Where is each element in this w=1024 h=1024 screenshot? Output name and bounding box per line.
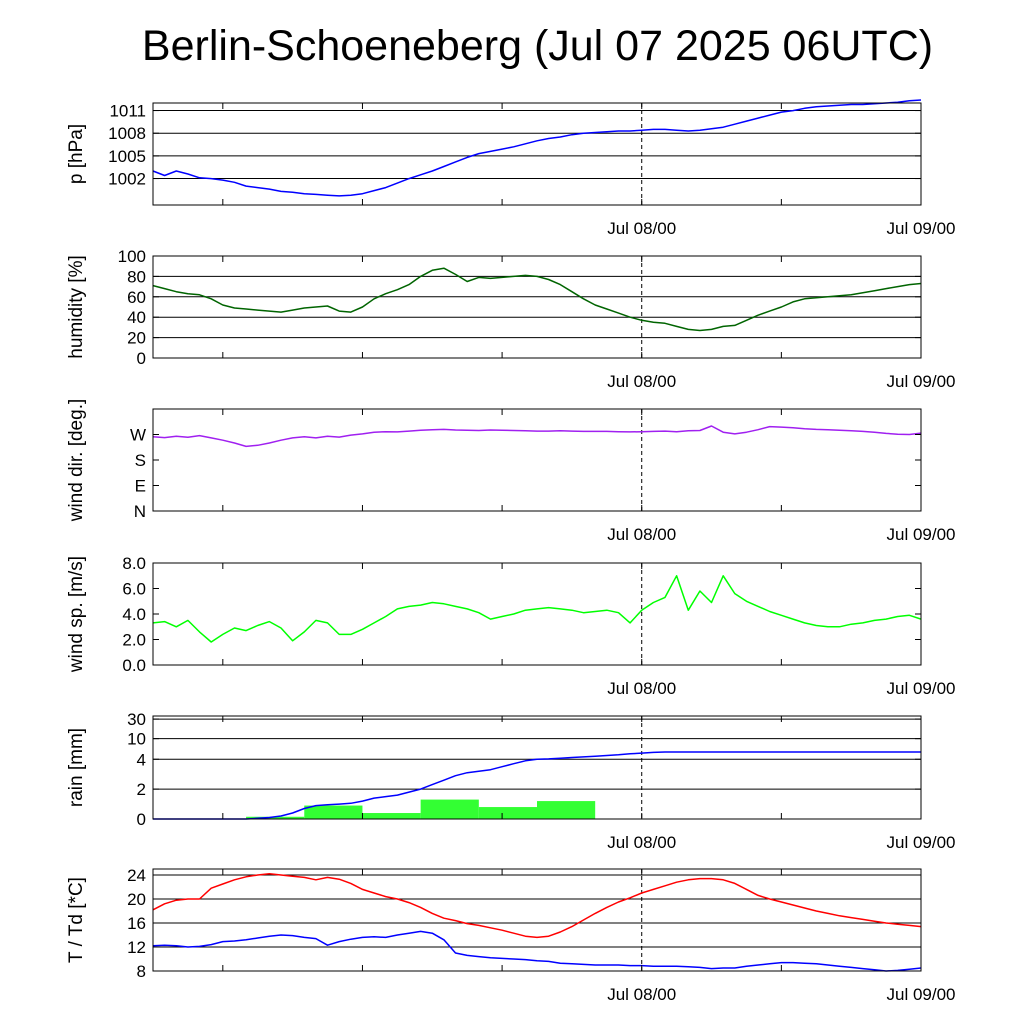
plot-frame xyxy=(152,868,922,972)
plot-frame xyxy=(152,408,922,512)
plot-frame xyxy=(152,715,922,820)
rain-bar xyxy=(304,805,363,819)
temperature-line xyxy=(152,873,922,939)
y-tick-label: 100 xyxy=(118,247,146,266)
plot-frame xyxy=(152,102,922,206)
dewpoint-line xyxy=(152,930,922,972)
humidity-line xyxy=(152,267,922,332)
y-tick-label: 16 xyxy=(127,914,146,933)
y-tick-label: E xyxy=(135,477,146,496)
x-tick-label: Jul 09/00 xyxy=(887,219,956,238)
y-tick-label: 8.0 xyxy=(122,554,146,573)
y-axis-label: humidity [%] xyxy=(66,255,87,358)
y-tick-label: S xyxy=(135,451,146,470)
x-tick-label: Jul 09/00 xyxy=(887,372,956,391)
plot-frame xyxy=(152,562,922,666)
panel-wind-speed: 0.0 2.0 4.0 6.0 8.0 Jul 08/00 Jul 09/00 wind sp… xyxy=(66,554,956,698)
plot-frame xyxy=(152,255,922,359)
rain-bar xyxy=(478,807,537,819)
x-tick-label: Jul 08/00 xyxy=(607,833,676,852)
y-axis-label: rain [mm] xyxy=(66,728,87,807)
x-tick-label: Jul 09/00 xyxy=(887,679,956,698)
x-tick-label: Jul 08/00 xyxy=(607,219,676,238)
y-axis-label: wind sp. [m/s] xyxy=(66,556,87,673)
x-tick-label: Jul 08/00 xyxy=(607,679,676,698)
y-tick-label: 4 xyxy=(137,750,146,769)
y-tick-label: 80 xyxy=(127,267,146,286)
x-tick-label: Jul 08/00 xyxy=(607,372,676,391)
y-tick-label: 20 xyxy=(127,329,146,348)
y-tick-label: 0 xyxy=(137,810,146,829)
wind-direction-line xyxy=(152,425,922,448)
rain-bar xyxy=(246,816,305,819)
y-tick-label: 2.0 xyxy=(122,631,146,650)
y-tick-label: 4.0 xyxy=(122,605,146,624)
y-tick-label: 1002 xyxy=(108,170,146,189)
y-tick-label: 1011 xyxy=(109,102,146,121)
panel-temperature: 8 12 16 20 24 Jul 08/00 Jul 09/00 T / Td [*C] xyxy=(66,866,956,1004)
y-tick-label: W xyxy=(130,426,146,445)
chart-title: Berlin-Schoeneberg (Jul 07 2025 06UTC) xyxy=(141,22,934,70)
y-axis-label: wind dir. [deg.] xyxy=(66,399,87,523)
y-tick-label: 0 xyxy=(137,349,146,368)
x-tick-label: Jul 09/00 xyxy=(887,985,956,1004)
y-tick-label: 24 xyxy=(127,866,146,885)
x-tick-label: Jul 08/00 xyxy=(607,985,676,1004)
y-tick-label: 0.0 xyxy=(122,656,146,675)
y-tick-label: N xyxy=(134,502,146,521)
panel-pressure: 1002 1005 1008 1011 Jul 08/00 Jul 09/00 p [hPa… xyxy=(66,99,956,238)
y-tick-label: 40 xyxy=(127,308,146,327)
x-tick-label: Jul 09/00 xyxy=(887,525,956,544)
rain-total-line xyxy=(153,751,921,820)
wind-speed-line xyxy=(152,575,922,643)
y-tick-label: 10 xyxy=(127,730,146,749)
x-tick-label: Jul 08/00 xyxy=(607,525,676,544)
y-tick-label: 20 xyxy=(127,890,146,909)
y-tick-label: 30 xyxy=(127,710,146,729)
pressure-line xyxy=(152,99,922,197)
y-tick-label: 6.0 xyxy=(122,580,146,599)
rain-bar xyxy=(420,799,479,819)
rain-bar xyxy=(362,813,421,819)
y-axis-label: T / Td [*C] xyxy=(66,877,87,963)
x-tick-label: Jul 09/00 xyxy=(887,833,956,852)
rain-bar xyxy=(537,801,596,819)
y-tick-label: 2 xyxy=(137,780,146,799)
y-tick-label: 60 xyxy=(127,288,146,307)
y-axis-label: p [hPa] xyxy=(66,124,87,184)
y-tick-label: 1008 xyxy=(108,124,146,143)
y-tick-label: 1005 xyxy=(108,147,146,166)
y-tick-label: 12 xyxy=(127,938,146,957)
y-tick-label: 8 xyxy=(137,962,146,981)
